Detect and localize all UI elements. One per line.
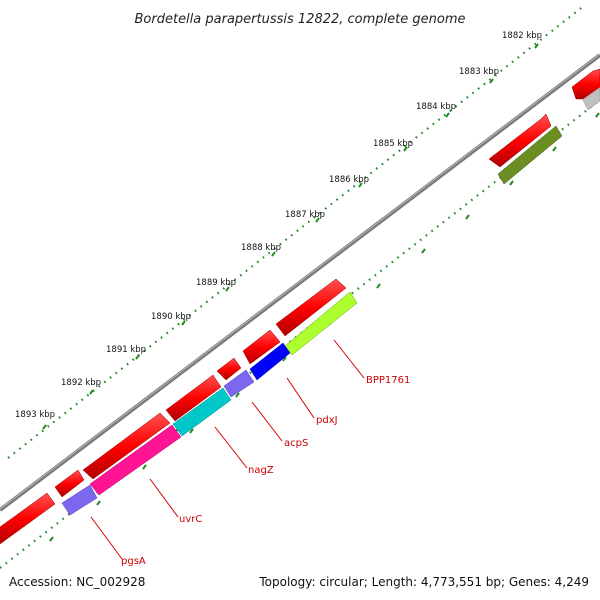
gene-label-pdxj[interactable]: pdxJ [316, 415, 338, 426]
reverse-strand-genes [61, 87, 600, 516]
gene-arrow[interactable] [216, 357, 242, 381]
major-tick [42, 424, 47, 430]
gene-arrow[interactable] [82, 412, 171, 480]
gene-arrow[interactable] [488, 113, 552, 168]
gene-bar[interactable] [582, 87, 600, 111]
major-tick [509, 180, 514, 186]
gene-bar[interactable] [249, 342, 291, 381]
major-tick [376, 283, 381, 289]
genome-backbone [0, 53, 600, 512]
gene-bar[interactable] [284, 291, 358, 356]
gene-label-bpp1761[interactable]: BPP1761 [366, 375, 410, 386]
major-tick [445, 112, 450, 118]
gene-bar[interactable] [172, 387, 232, 437]
gene-arrow[interactable] [54, 469, 85, 498]
leader-line [149, 478, 179, 518]
gene-label-nagz[interactable]: nagZ [248, 465, 274, 476]
kbp-label: 1884 kbp [416, 102, 456, 112]
gene-bar[interactable] [61, 484, 98, 516]
gene-bar[interactable] [89, 424, 182, 496]
major-tick [465, 214, 470, 220]
kbp-label: 1887 kbp [285, 210, 325, 220]
forward-strand-genes [0, 68, 600, 545]
major-tick [271, 251, 276, 257]
kbp-label: 1889 kbp [196, 278, 236, 288]
genome-summary-text: Topology: circular; Length: 4,773,551 bp… [259, 575, 589, 589]
major-tick [89, 389, 94, 395]
leader-line [90, 516, 123, 560]
major-tick [282, 356, 287, 362]
kbp-label: 1893 kbp [15, 410, 55, 420]
gene-labels: BPP1761 pdxJ acpS nagZ uvrC pgsA [121, 375, 410, 567]
major-tick [315, 217, 320, 223]
map-title: Bordetella parapertussis 12822, complete… [135, 12, 466, 27]
kbp-label: 1883 kbp [459, 67, 499, 77]
gene-arrow[interactable] [275, 278, 347, 337]
major-tick [189, 428, 194, 434]
gene-label-acps[interactable]: acpS [284, 438, 308, 449]
gene-arrow[interactable] [571, 68, 600, 100]
gene-arrow[interactable] [242, 329, 281, 365]
gene-arrow[interactable] [0, 492, 56, 545]
leader-line [251, 401, 283, 442]
kbp-label: 1885 kbp [373, 139, 413, 149]
kbp-label: 1886 kbp [329, 175, 369, 185]
major-tick [96, 500, 101, 506]
major-tick [225, 286, 230, 292]
inner-ruler [0, 99, 600, 569]
kbp-label: 1888 kbp [241, 243, 281, 253]
kbp-label: 1891 kbp [106, 345, 146, 355]
major-tick [181, 320, 186, 326]
leader-line [214, 426, 248, 469]
major-ticks [42, 43, 600, 542]
ruler-labels: 1882 kbp 1883 kbp 1884 kbp 1885 kbp 1886… [15, 31, 542, 420]
gene-label-pgsa[interactable]: pgsA [121, 556, 146, 567]
accession-text: Accession: NC_002928 [9, 575, 146, 589]
kbp-label: 1890 kbp [151, 312, 191, 322]
gene-bar[interactable] [497, 125, 563, 185]
kbp-label: 1892 kbp [61, 378, 101, 388]
leader-line [333, 339, 365, 379]
major-tick [552, 146, 557, 152]
major-tick [403, 146, 408, 152]
major-tick [49, 536, 54, 542]
major-tick [142, 464, 147, 470]
major-tick [421, 248, 426, 254]
major-tick [595, 112, 600, 118]
kbp-label: 1882 kbp [502, 31, 542, 41]
major-tick [235, 392, 240, 398]
genome-backbone-highlight [0, 53, 600, 510]
major-tick [489, 78, 494, 84]
gene-bar[interactable] [223, 369, 255, 398]
major-tick [534, 43, 539, 49]
gene-arrow[interactable] [165, 374, 222, 422]
gene-label-uvrc[interactable]: uvrC [179, 514, 202, 525]
major-tick [135, 354, 140, 360]
leader-line [286, 377, 315, 419]
major-tick [358, 182, 363, 188]
gene-label-leaders [90, 339, 365, 560]
